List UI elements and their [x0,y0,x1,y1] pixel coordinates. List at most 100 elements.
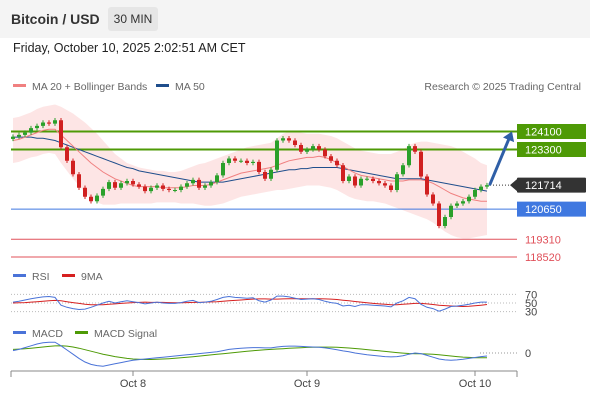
candle-body [119,183,123,188]
candle [467,194,471,204]
candle-body [293,140,297,145]
ma20-line [12,128,487,202]
candle [419,149,423,179]
candle-body [245,160,249,163]
level-box-120650 [517,201,586,217]
candle [125,178,129,186]
candle-body [89,196,93,202]
chart-datetime: Friday, October 10, 2025 2:02:51 AM CET [13,41,246,55]
candle-body [227,158,231,163]
level-label-119310: 119310 [525,234,561,246]
candle-body [419,151,423,177]
candle [299,142,303,154]
candles [11,118,489,229]
candle [293,138,297,148]
candle-body [371,178,375,181]
candle-body [395,174,399,190]
macd-level-label: 0 [525,348,531,360]
candle-body [53,120,57,124]
candle-body [377,181,381,184]
candle [395,172,399,193]
level-lines [11,130,517,258]
candle-body [275,140,279,170]
candle-body [131,181,135,185]
candle [71,158,75,177]
macd-legend-swatch [13,331,26,334]
candle-body [215,175,219,183]
candle-body [401,165,405,175]
candle-body [47,122,51,124]
time-axis: Oct 8 Oct 9 Oct 10 [120,371,491,390]
candle [461,199,465,206]
candle [191,177,195,186]
candle-body [269,169,273,179]
candle-body [353,176,357,186]
candle-body [257,161,261,172]
rsi-line [12,295,487,312]
ma20-legend-swatch [13,84,26,87]
candle [263,169,267,181]
ma50-line [13,136,488,192]
current-price-label: 121714 [510,177,586,193]
time-tick-label: Oct 8 [120,378,146,390]
candle [113,179,117,190]
candle [425,174,429,197]
candle-body [209,182,213,186]
level-label-123300: 123300 [525,145,562,157]
candle-body [11,136,15,139]
candle [77,172,81,190]
candle [323,147,327,159]
candle [305,147,309,154]
candle-body [305,149,309,152]
candle [197,177,201,190]
candle [239,158,243,163]
candle-body [425,176,429,195]
candle [449,203,453,220]
candle [149,185,153,194]
candle-body [251,161,255,163]
candle [167,186,171,193]
candle [431,192,435,206]
candle [89,194,93,204]
macd-legend-label: MACD [32,328,63,340]
forecast-arrowhead [503,131,515,143]
rsi-legend-label: RSI [32,271,50,283]
candle [131,178,135,187]
candle-body [317,146,321,150]
candle-body [203,185,207,188]
candle [17,132,21,139]
candle-body [95,195,99,202]
candle [455,201,459,208]
candle-body [233,158,237,161]
candle [281,136,285,143]
level-label-118520: 118520 [525,252,561,264]
candle-body [137,184,141,187]
candle [53,118,57,126]
candle-body [77,174,81,188]
level-labels: 124100 123300 120650 119310 118520 [517,124,586,264]
candle [47,120,51,126]
candle-body [107,182,111,189]
ma20-legend-label: MA 20 + Bollinger Bands [32,81,147,93]
candle [275,138,279,172]
rsi-level-label-30: 30 [525,307,537,319]
timeframe-selector[interactable]: 30 MIN [108,7,158,31]
candle-body [389,185,393,190]
candle [401,163,405,177]
candle-body [191,179,195,184]
candle [443,214,447,229]
candle-body [221,163,225,176]
candle [29,125,33,135]
candle [377,178,381,186]
candle-body [443,217,447,226]
candle-body [71,160,75,175]
candle-body [149,187,153,192]
candle-body [23,132,27,135]
candle-body [359,178,363,186]
level-box-123300 [517,142,586,157]
candle [287,136,291,143]
candle-body [83,187,87,197]
candle [107,179,111,192]
